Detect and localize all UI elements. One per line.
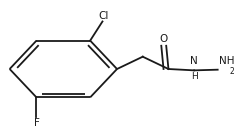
Text: Cl: Cl (98, 11, 109, 21)
Text: NH: NH (219, 56, 234, 66)
Text: H: H (191, 72, 198, 81)
Text: F: F (34, 118, 39, 128)
Text: O: O (160, 34, 168, 44)
Text: N: N (190, 56, 198, 66)
Text: 2: 2 (229, 67, 234, 75)
